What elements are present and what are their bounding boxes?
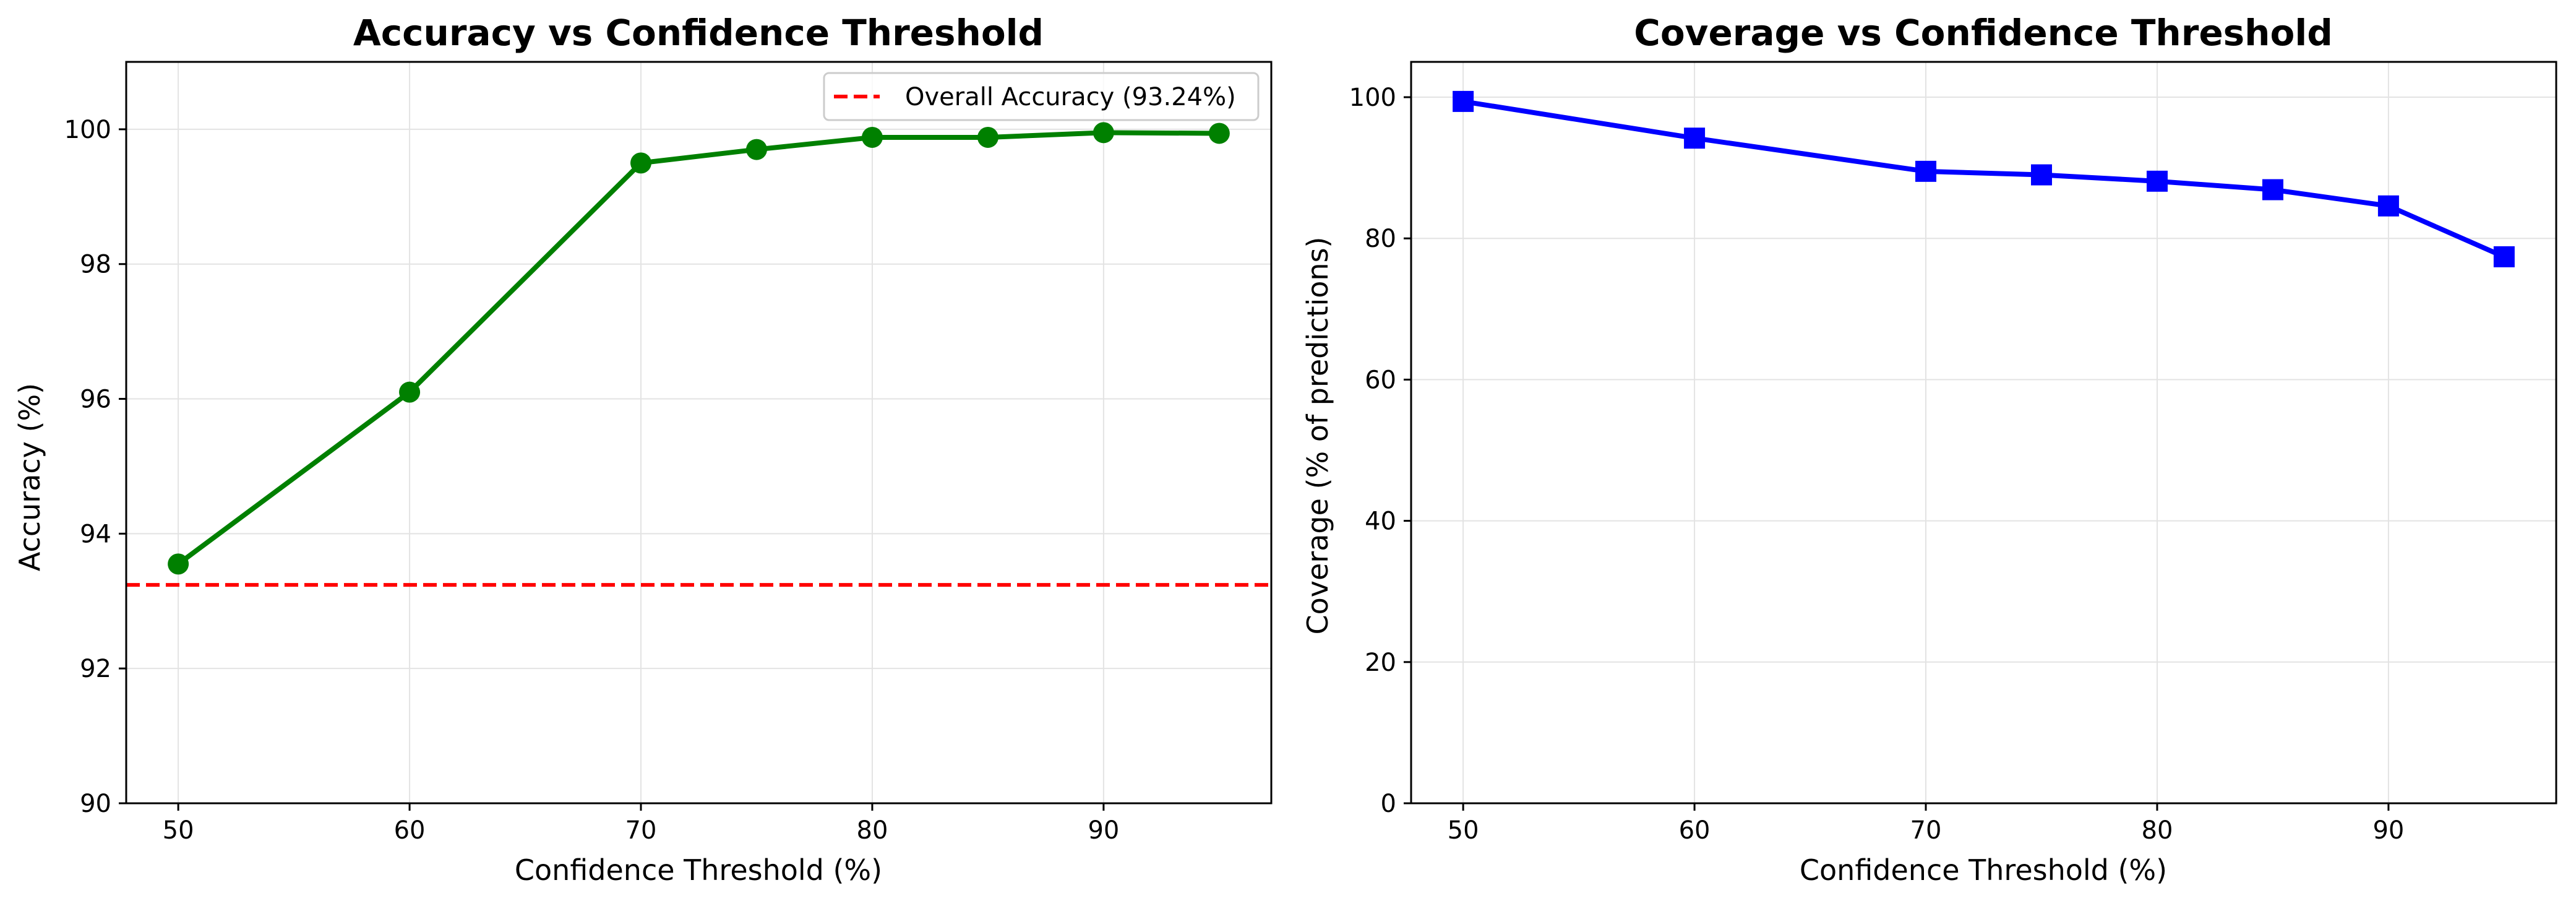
accuracy-chart: Accuracy vs Confidence Threshold Confide… xyxy=(13,12,1273,887)
coverage-x-tick-label: 50 xyxy=(1448,816,1479,845)
accuracy-y-tick-label: 98 xyxy=(80,251,111,279)
coverage-y-tick-label: 0 xyxy=(1381,790,1396,818)
accuracy-x-tick-label: 70 xyxy=(625,816,657,845)
coverage-chart-title: Coverage vs Confidence Threshold xyxy=(1634,12,2332,54)
accuracy-chart-xlabel: Confidence Threshold (%) xyxy=(515,853,882,887)
coverage-data-point xyxy=(1684,127,1706,149)
accuracy-y-tick-label: 96 xyxy=(80,386,111,414)
coverage-x-tick-label: 90 xyxy=(2372,816,2404,845)
coverage-data-point xyxy=(1915,160,1937,182)
accuracy-y-tick-label: 94 xyxy=(80,520,111,548)
accuracy-x-tick-label: 90 xyxy=(1088,816,1119,845)
accuracy-chart-ylabel: Accuracy (%) xyxy=(13,383,46,571)
accuracy-plot-area: 50 60 70 80 90 90 92 94 96 98 100 xyxy=(64,61,1273,845)
coverage-data-point xyxy=(2493,246,2515,267)
coverage-data-point xyxy=(2030,164,2052,186)
accuracy-series-line xyxy=(176,130,1219,566)
coverage-chart-ylabel: Coverage (% of predictions) xyxy=(1301,237,1334,635)
coverage-chart: Coverage vs Confidence Threshold Confide… xyxy=(1301,12,2557,887)
accuracy-x-tick-label: 80 xyxy=(857,816,888,845)
accuracy-x-tick-label: 60 xyxy=(394,816,426,845)
accuracy-data-point xyxy=(399,381,421,403)
accuracy-data-point xyxy=(977,126,998,148)
coverage-y-tick-label: 80 xyxy=(1365,225,1396,253)
coverage-plot-area: 50 60 70 80 90 0 20 40 60 80 100 xyxy=(1349,61,2557,845)
coverage-series-line xyxy=(1462,98,2505,259)
accuracy-y-tick-label: 90 xyxy=(80,790,111,818)
coverage-data-point xyxy=(1453,90,1474,112)
accuracy-chart-title: Accuracy vs Confidence Threshold xyxy=(353,12,1044,54)
coverage-x-tick-label: 70 xyxy=(1910,816,1942,845)
coverage-y-tick-label: 40 xyxy=(1365,507,1396,536)
accuracy-legend: Overall Accuracy (93.24%) xyxy=(823,72,1260,121)
coverage-y-tick-label: 100 xyxy=(1349,84,1396,112)
coverage-data-point xyxy=(2146,170,2168,192)
coverage-x-tick-label: 80 xyxy=(2142,816,2173,845)
accuracy-data-point xyxy=(1208,123,1230,144)
accuracy-data-point xyxy=(630,152,652,174)
accuracy-data-point xyxy=(861,126,883,148)
coverage-x-tick-label: 60 xyxy=(1679,816,1711,845)
coverage-chart-xlabel: Confidence Threshold (%) xyxy=(1800,853,2167,887)
coverage-data-point xyxy=(2377,195,2399,217)
accuracy-axes-frame xyxy=(125,61,1273,805)
coverage-axes-frame xyxy=(1410,61,2557,805)
accuracy-y-tick-label: 92 xyxy=(80,655,111,683)
legend-label-overall-accuracy: Overall Accuracy (93.24%) xyxy=(905,83,1236,111)
coverage-y-tick-label: 60 xyxy=(1365,366,1396,394)
accuracy-y-tick-label: 100 xyxy=(64,116,111,144)
accuracy-legend-box xyxy=(823,72,1260,121)
accuracy-data-point xyxy=(1093,122,1114,144)
coverage-y-tick-label: 20 xyxy=(1365,649,1396,677)
accuracy-x-tick-label: 50 xyxy=(163,816,194,845)
coverage-data-point xyxy=(2262,179,2283,201)
accuracy-data-point xyxy=(745,139,767,160)
accuracy-data-point xyxy=(168,553,189,575)
